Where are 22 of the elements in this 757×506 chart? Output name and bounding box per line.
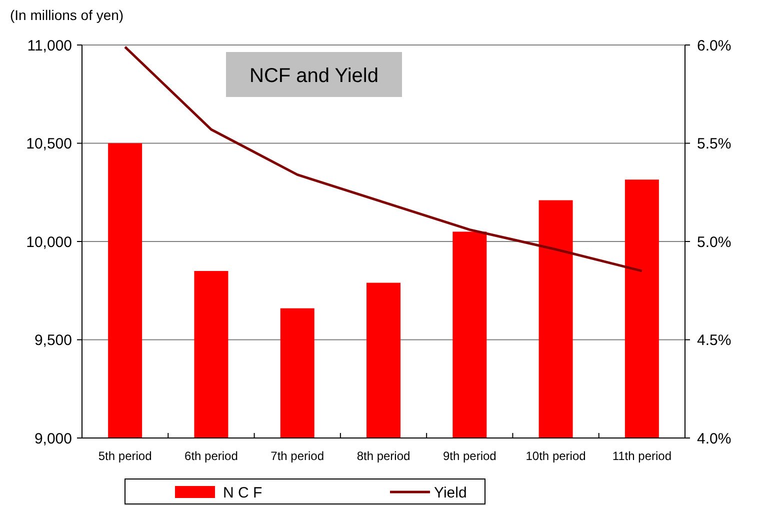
x-tick-label: 10th period <box>526 449 586 463</box>
legend-label: Yield <box>434 484 467 502</box>
y2-tick-label: 5.0% <box>697 234 732 251</box>
y-tick-label: 10,500 <box>26 136 72 152</box>
x-tick-label: 9th period <box>442 449 496 463</box>
text: NCF and Yield <box>250 65 378 87</box>
y-axis-title: (In millions of yen) <box>10 7 124 23</box>
y-tick-label: 10,000 <box>26 234 72 251</box>
legend-label: N C F <box>223 484 262 502</box>
y-tick-label: 9,500 <box>34 332 72 349</box>
y-tick-label: 9,000 <box>34 430 72 448</box>
x-tick-label: 7th period <box>270 449 324 463</box>
x-tick-label: 5th period <box>98 449 152 463</box>
x-tick-label: 11th period <box>612 449 672 463</box>
y2-tick-label: 6.0% <box>697 37 732 54</box>
y-tick-label: 11,000 <box>27 37 72 54</box>
line-series <box>124 46 644 272</box>
x-tick-label: 8th period <box>356 449 410 463</box>
y2-tick-label: 4.0% <box>697 430 732 448</box>
y2-tick-label: 4.5% <box>697 332 732 349</box>
y2-tick-label: 5.5% <box>697 136 732 152</box>
x-tick-label: 6th period <box>184 449 238 463</box>
